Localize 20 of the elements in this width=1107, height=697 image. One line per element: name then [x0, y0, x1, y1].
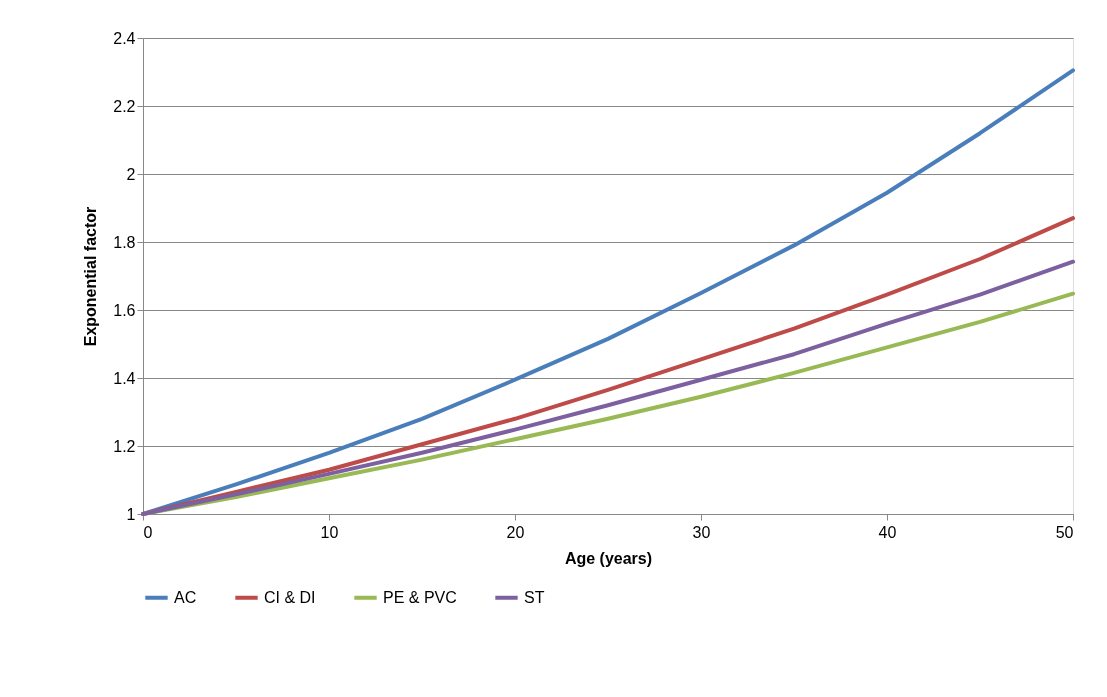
- x-tick-label: 30: [692, 523, 711, 541]
- y-tick-label: 2.2: [113, 97, 136, 115]
- legend-label: AC: [174, 588, 197, 606]
- y-tick-label: 1.6: [113, 301, 136, 319]
- y-tick-label: 1.4: [113, 369, 136, 387]
- y-tick-label: 1.2: [113, 437, 136, 455]
- legend-label: ST: [524, 588, 545, 606]
- y-axis-title: Exponential factor: [82, 206, 100, 347]
- x-tick-label: 0: [143, 523, 153, 541]
- x-axis-title: Age (years): [564, 549, 653, 567]
- legend-label: PE & PVC: [383, 588, 457, 606]
- x-tick-label: 10: [320, 523, 339, 541]
- x-tick-label: 40: [878, 523, 897, 541]
- y-tick-label: 2: [126, 165, 136, 183]
- y-tick-label: 2.4: [113, 29, 136, 47]
- legend-label: CI & DI: [264, 588, 316, 606]
- y-tick-label: 1: [126, 505, 136, 523]
- y-tick-label: 1.8: [113, 233, 136, 251]
- x-tick-label: 20: [506, 523, 525, 541]
- x-tick-label: 50: [1055, 523, 1074, 541]
